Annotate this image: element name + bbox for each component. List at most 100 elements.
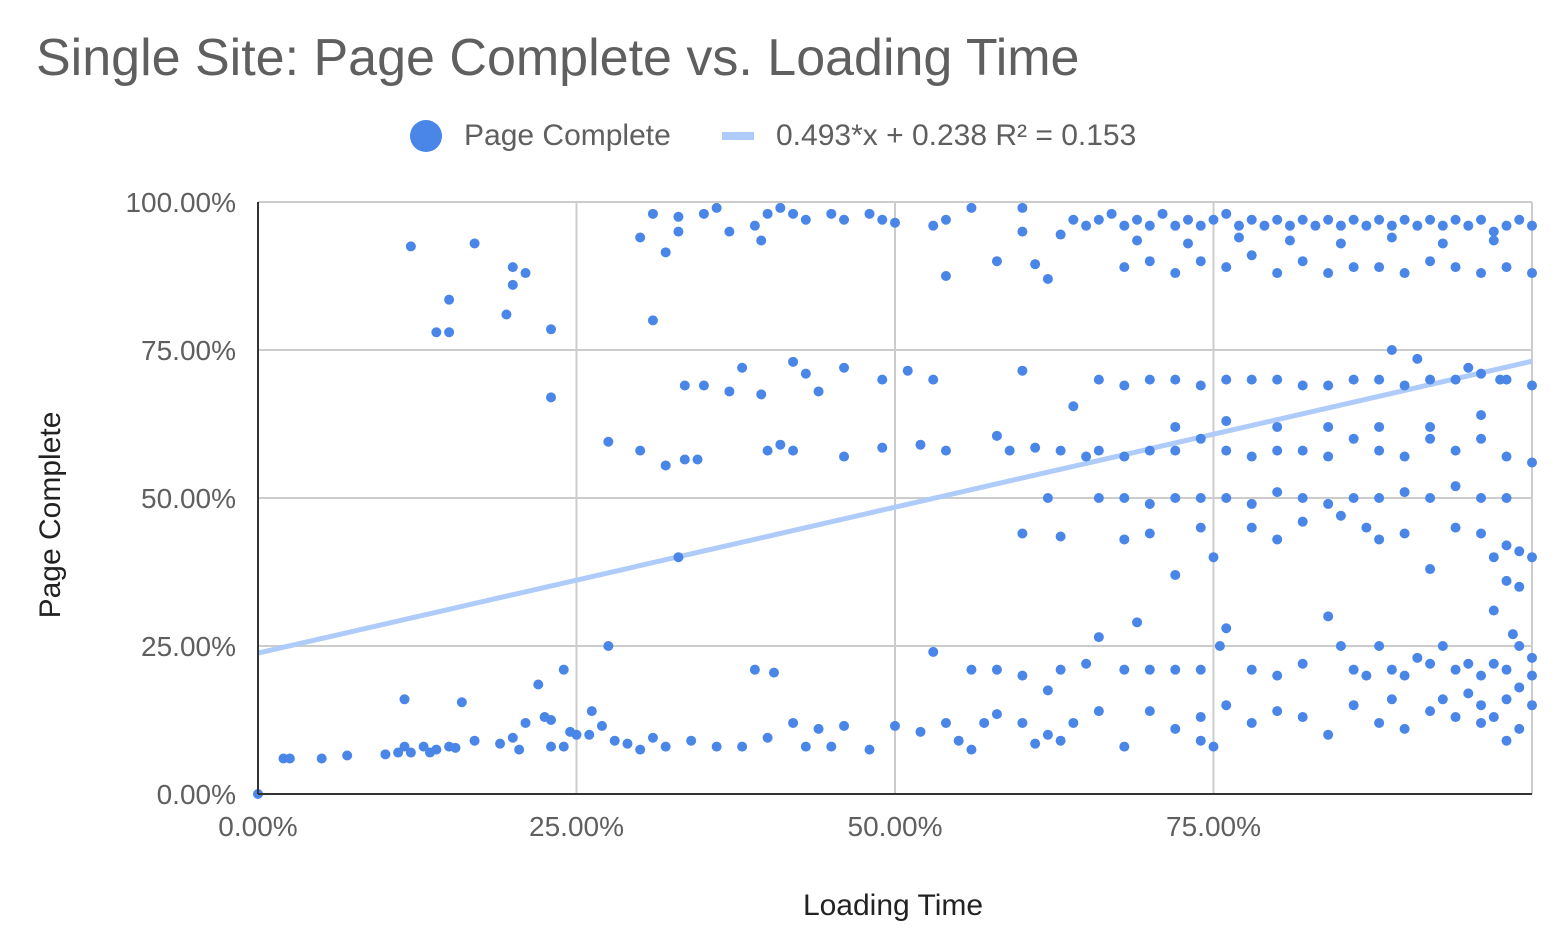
data-point[interactable]: [1335, 510, 1346, 521]
data-point[interactable]: [1195, 220, 1206, 231]
data-point[interactable]: [1183, 214, 1194, 225]
data-point[interactable]: [546, 715, 557, 725]
data-point[interactable]: [1476, 368, 1487, 379]
data-point[interactable]: [1514, 723, 1525, 734]
data-point[interactable]: [1335, 238, 1346, 249]
data-point[interactable]: [756, 389, 767, 400]
data-point[interactable]: [1119, 380, 1130, 391]
data-point[interactable]: [1042, 729, 1053, 740]
data-point[interactable]: [756, 235, 767, 246]
data-point[interactable]: [979, 717, 990, 728]
data-point[interactable]: [800, 741, 811, 752]
data-point[interactable]: [520, 717, 531, 728]
data-point[interactable]: [1425, 658, 1436, 669]
data-point[interactable]: [1501, 694, 1512, 705]
data-point[interactable]: [1476, 493, 1487, 503]
data-point[interactable]: [1259, 220, 1270, 231]
data-point[interactable]: [1348, 664, 1359, 675]
data-point[interactable]: [1501, 540, 1512, 551]
data-point[interactable]: [1399, 528, 1410, 539]
data-point[interactable]: [1488, 658, 1499, 669]
data-point[interactable]: [698, 208, 709, 219]
data-point[interactable]: [749, 220, 760, 231]
data-point[interactable]: [1450, 262, 1461, 273]
data-point[interactable]: [1170, 421, 1181, 432]
data-point[interactable]: [1284, 220, 1295, 231]
data-point[interactable]: [940, 445, 951, 456]
data-point[interactable]: [839, 362, 850, 373]
data-point[interactable]: [1132, 235, 1143, 246]
data-point[interactable]: [890, 217, 900, 228]
data-point[interactable]: [1170, 569, 1181, 580]
data-point[interactable]: [507, 279, 518, 290]
data-point[interactable]: [1272, 487, 1283, 498]
data-point[interactable]: [342, 750, 353, 761]
data-point[interactable]: [1272, 268, 1283, 279]
data-point[interactable]: [1119, 451, 1130, 462]
data-point[interactable]: [546, 741, 557, 752]
data-point[interactable]: [1195, 664, 1206, 675]
data-point[interactable]: [788, 208, 799, 219]
data-point[interactable]: [1297, 493, 1308, 503]
data-point[interactable]: [1144, 220, 1155, 231]
data-point[interactable]: [1272, 421, 1283, 432]
data-point[interactable]: [456, 697, 467, 708]
data-point[interactable]: [768, 667, 779, 678]
data-point[interactable]: [1221, 262, 1232, 273]
data-point[interactable]: [1297, 712, 1308, 723]
data-point[interactable]: [1144, 445, 1155, 456]
data-point[interactable]: [1017, 670, 1028, 681]
data-point[interactable]: [1495, 374, 1506, 385]
data-point[interactable]: [660, 741, 671, 752]
data-point[interactable]: [1348, 493, 1359, 503]
data-point[interactable]: [1017, 717, 1028, 728]
data-point[interactable]: [405, 241, 416, 252]
data-point[interactable]: [1017, 226, 1028, 237]
data-point[interactable]: [1527, 457, 1537, 468]
data-point[interactable]: [1323, 214, 1334, 225]
data-point[interactable]: [864, 744, 875, 755]
data-point[interactable]: [711, 202, 722, 213]
data-point[interactable]: [1450, 481, 1461, 492]
data-point[interactable]: [1476, 700, 1487, 711]
data-point[interactable]: [1106, 208, 1117, 219]
data-point[interactable]: [1042, 273, 1053, 284]
data-point[interactable]: [1144, 664, 1155, 675]
data-point[interactable]: [514, 744, 525, 755]
data-point[interactable]: [1272, 706, 1283, 717]
data-point[interactable]: [1527, 380, 1537, 391]
data-point[interactable]: [1323, 498, 1334, 509]
data-point[interactable]: [660, 247, 671, 258]
data-point[interactable]: [1221, 700, 1232, 711]
data-point[interactable]: [1055, 229, 1066, 240]
data-point[interactable]: [826, 741, 837, 752]
data-point[interactable]: [584, 729, 595, 740]
data-point[interactable]: [1195, 493, 1206, 503]
data-point[interactable]: [1214, 641, 1225, 651]
data-point[interactable]: [1297, 256, 1308, 267]
data-point[interactable]: [1030, 738, 1041, 749]
data-point[interactable]: [1144, 374, 1155, 385]
data-point[interactable]: [507, 262, 518, 273]
data-point[interactable]: [1386, 694, 1397, 705]
data-point[interactable]: [1195, 256, 1206, 267]
data-point[interactable]: [405, 747, 416, 758]
data-point[interactable]: [1386, 664, 1397, 675]
data-point[interactable]: [839, 720, 850, 731]
data-point[interactable]: [1055, 735, 1066, 746]
data-point[interactable]: [1272, 374, 1283, 385]
data-point[interactable]: [1361, 522, 1372, 533]
data-point[interactable]: [1501, 664, 1512, 675]
data-point[interactable]: [940, 271, 951, 281]
data-point[interactable]: [1323, 268, 1334, 279]
data-point[interactable]: [1042, 493, 1053, 503]
data-point[interactable]: [635, 445, 646, 456]
data-point[interactable]: [1399, 268, 1410, 279]
data-point[interactable]: [1221, 374, 1232, 385]
data-point[interactable]: [1093, 706, 1104, 717]
data-point[interactable]: [940, 717, 951, 728]
data-point[interactable]: [596, 720, 607, 731]
data-point[interactable]: [864, 208, 875, 219]
data-point[interactable]: [724, 226, 735, 237]
data-point[interactable]: [877, 214, 888, 225]
